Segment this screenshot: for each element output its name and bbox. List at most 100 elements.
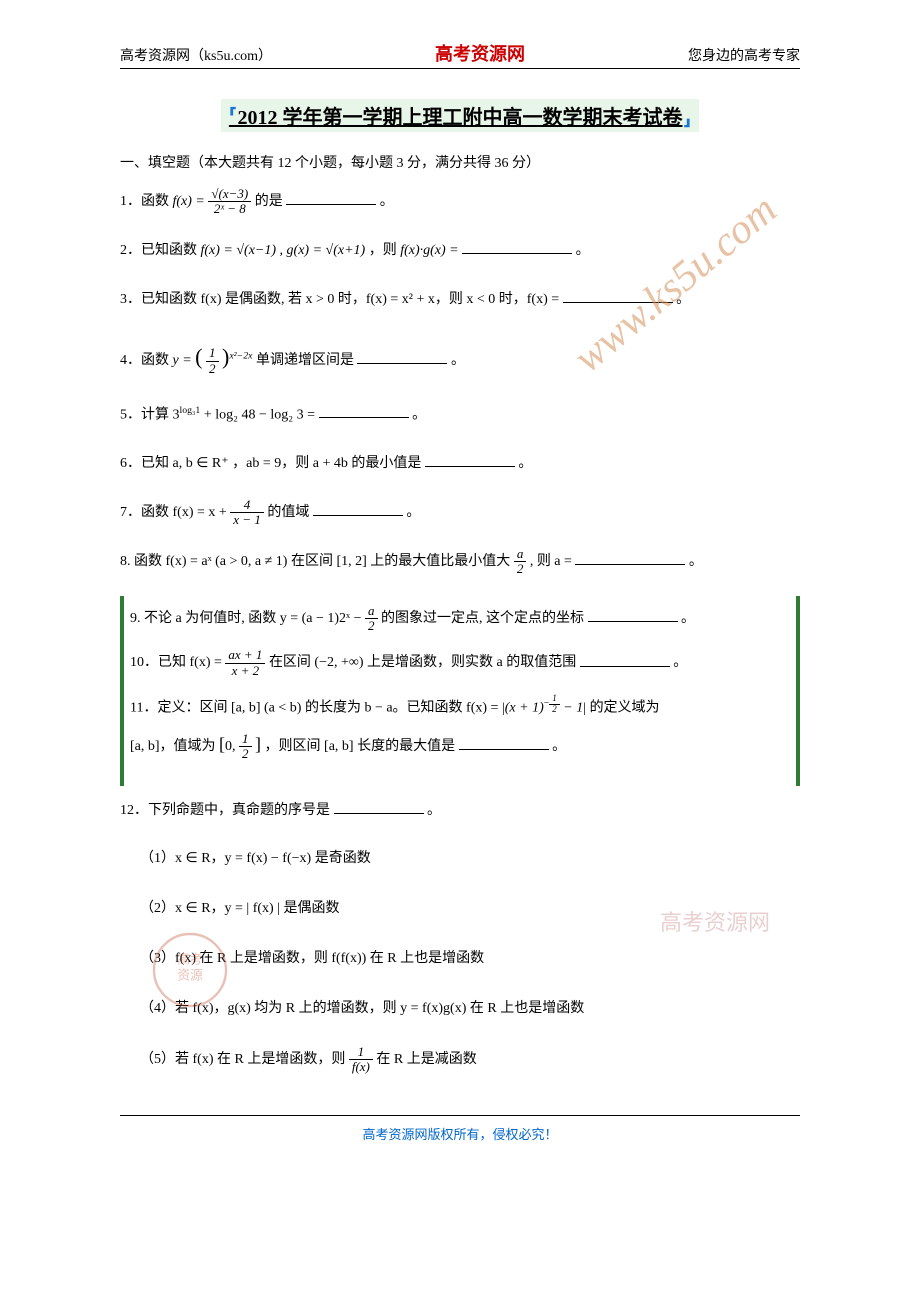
q10-end: 。 [673, 656, 687, 671]
q9-num: a [365, 604, 378, 619]
q4-label: 4．函数 [120, 353, 173, 368]
q12-opt2: （2）x ∈ R，y = | f(x) | 是偶函数 [140, 895, 800, 923]
q12-opt1: （1）x ∈ R，y = f(x) − f(−x) 是奇函数 [140, 845, 800, 873]
q12-opt5-b: 在 R 上是减函数 [376, 1052, 476, 1067]
q11-range-den: 2 [239, 747, 252, 761]
q11-exp-num: 1 [549, 694, 560, 705]
header-left: 高考资源网（ks5u.com） [120, 45, 272, 65]
q5-exp1: log₃1 [180, 405, 201, 416]
title-wrapper: ⸢2012 学年第一学期上理工附中高一数学期末考试卷⸥ [120, 99, 800, 132]
q8-den: 2 [514, 562, 527, 576]
bracket-right-icon: ⸥ [683, 104, 692, 129]
q3-label: 3．已知函数 f(x) 是偶函数, 若 x > 0 时，f(x) = x² + … [120, 292, 563, 307]
q5-end: 。 [412, 407, 426, 422]
q1-num: √(x−3) [208, 187, 251, 202]
q5-label: 5．计算 3 [120, 407, 180, 422]
q4-blank [357, 350, 447, 364]
question-11: 11．定义：区间 [a, b] (a < b) 的长度为 b − a。已知函数 … [130, 693, 790, 764]
q11-range-low: 0, [225, 739, 239, 754]
q11-line2a: [a, b]，值域为 [130, 739, 219, 754]
q9-den: 2 [365, 619, 378, 633]
q4-end: 。 [451, 353, 465, 368]
question-6: 6．已知 a, b ∈ R⁺ ，ab = 9，则 a + 4b 的最小值是 。 [120, 449, 800, 480]
q11-range-num: 1 [239, 732, 252, 747]
q11-exp-den: 2 [549, 705, 560, 715]
q1-blank [286, 191, 376, 205]
q8-frac: a 2 [514, 547, 527, 577]
q9-blank [588, 608, 678, 622]
q7-end: 。 [406, 505, 420, 520]
main-title: ⸢2012 学年第一学期上理工附中高一数学期末考试卷⸥ [221, 99, 699, 132]
q7-den: x − 1 [230, 513, 264, 527]
q10-blank [580, 653, 670, 667]
q1-label: 1．函数 [120, 194, 173, 209]
q2-f: f(x) = √(x−1) [201, 243, 277, 258]
q10-frac: ax + 1 x + 2 [225, 648, 265, 678]
q2-g: , g(x) = √(x+1) [280, 243, 366, 258]
q8-blank [575, 551, 685, 565]
q4-tail: 单调递增区间是 [256, 353, 354, 368]
q7-blank [313, 502, 403, 516]
q11-abs-inner: (x + 1) [505, 701, 544, 716]
q10-num: ax + 1 [225, 648, 265, 663]
q4-base-den: 2 [206, 362, 219, 376]
q1-fx: f(x) = [173, 194, 209, 209]
question-9: 9. 不论 a 为何值时, 函数 y = (a − 1)2ˣ − a 2 的图象… [130, 604, 790, 635]
q12-opt5-a: （5）若 f(x) 在 R 上是增函数，则 [140, 1052, 349, 1067]
q11-blank [459, 736, 549, 750]
q11-abs-tail: − 1 [560, 701, 583, 716]
q12-opt5-num: 1 [349, 1045, 373, 1060]
q12-label: 12．下列命题中，真命题的序号是 [120, 803, 330, 818]
q9-label: 9. 不论 a 为何值时, 函数 y = (a − 1)2ˣ − [130, 611, 365, 626]
q9-end: 。 [681, 611, 695, 626]
question-1: 1．函数 f(x) = √(x−3) 2ˣ − 8 的是 。 [120, 187, 800, 218]
q4-y: y = [173, 353, 196, 368]
q2-fg: f(x)·g(x) = [400, 243, 462, 258]
q5-blank [319, 404, 409, 418]
question-4: 4．函数 y = ( 1 2 )x²−2x 单调递增区间是 。 [120, 333, 800, 381]
header-center: 高考资源网 [435, 40, 525, 66]
q11-line1a: 11．定义：区间 [a, b] (a < b) 的长度为 b − a。已知函数 … [130, 701, 502, 716]
q7-label: 7．函数 f(x) = x + [120, 505, 230, 520]
q10-tail: 在区间 (−2, +∞) 上是增函数，则实数 a 的取值范围 [269, 656, 576, 671]
q12-end: 。 [427, 803, 441, 818]
q9-tail: 的图象过一定点, 这个定点的坐标 [381, 611, 584, 626]
q4-base: 1 2 [206, 346, 219, 376]
question-5: 5．计算 3log₃1 + log₂ 48 − log₂ 3 = 。 [120, 400, 800, 431]
q1-tail: 的是 [255, 194, 283, 209]
q8-tail: , 则 a = [530, 554, 576, 569]
q11-end: 。 [552, 739, 566, 754]
question-7: 7．函数 f(x) = x + 4 x − 1 的值域 。 [120, 498, 800, 529]
q4-base-num: 1 [206, 346, 219, 361]
q2-end: 。 [576, 243, 590, 258]
question-10: 10．已知 f(x) = ax + 1 x + 2 在区间 (−2, +∞) 上… [130, 648, 790, 679]
q11-range-frac: 1 2 [239, 732, 252, 762]
q8-label: 8. 函数 f(x) = aˣ (a > 0, a ≠ 1) 在区间 [1, 2… [120, 554, 514, 569]
page-footer: 高考资源网版权所有，侵权必究！ [120, 1115, 800, 1143]
q7-num: 4 [230, 498, 264, 513]
q2-label: 2．已知函数 [120, 243, 201, 258]
q11-line2b: ，则区间 [a, b] 长度的最大值是 [265, 739, 456, 754]
question-2: 2．已知函数 f(x) = √(x−1) , g(x) = √(x+1) ，则 … [120, 236, 800, 267]
q1-den: 2ˣ − 8 [208, 202, 251, 216]
question-8: 8. 函数 f(x) = aˣ (a > 0, a ≠ 1) 在区间 [1, 2… [120, 547, 800, 578]
q8-num: a [514, 547, 527, 562]
q12-blank [334, 800, 424, 814]
q1-frac: √(x−3) 2ˣ − 8 [208, 187, 251, 217]
q6-blank [425, 453, 515, 467]
q12-opt5-frac: 1 f(x) [349, 1045, 373, 1075]
q11-line1b: 的定义域为 [590, 701, 660, 716]
q1-end: 。 [380, 194, 394, 209]
q12-opt4: （4）若 f(x)，g(x) 均为 R 上的增函数，则 y = f(x)g(x)… [140, 995, 800, 1023]
q6-end: 。 [518, 456, 532, 471]
q3-end: 。 [676, 292, 690, 307]
q2-blank [462, 240, 572, 254]
q7-frac: 4 x − 1 [230, 498, 264, 528]
bracket-left-icon: ⸢ [229, 104, 238, 129]
q6-label: 6．已知 a, b ∈ R⁺ ，ab = 9，则 a + 4b 的最小值是 [120, 456, 421, 471]
q4-exp: x²−2x [229, 351, 252, 362]
question-3: 3．已知函数 f(x) 是偶函数, 若 x > 0 时，f(x) = x² + … [120, 285, 800, 316]
section-1-header: 一、填空题（本大题共有 12 个小题，每小题 3 分，满分共得 36 分） [120, 152, 800, 172]
q12-opt3: （3）f(x) 在 R 上是增函数，则 f(f(x)) 在 R 上也是增函数 [140, 945, 800, 973]
q7-tail: 的值域 [267, 505, 313, 520]
